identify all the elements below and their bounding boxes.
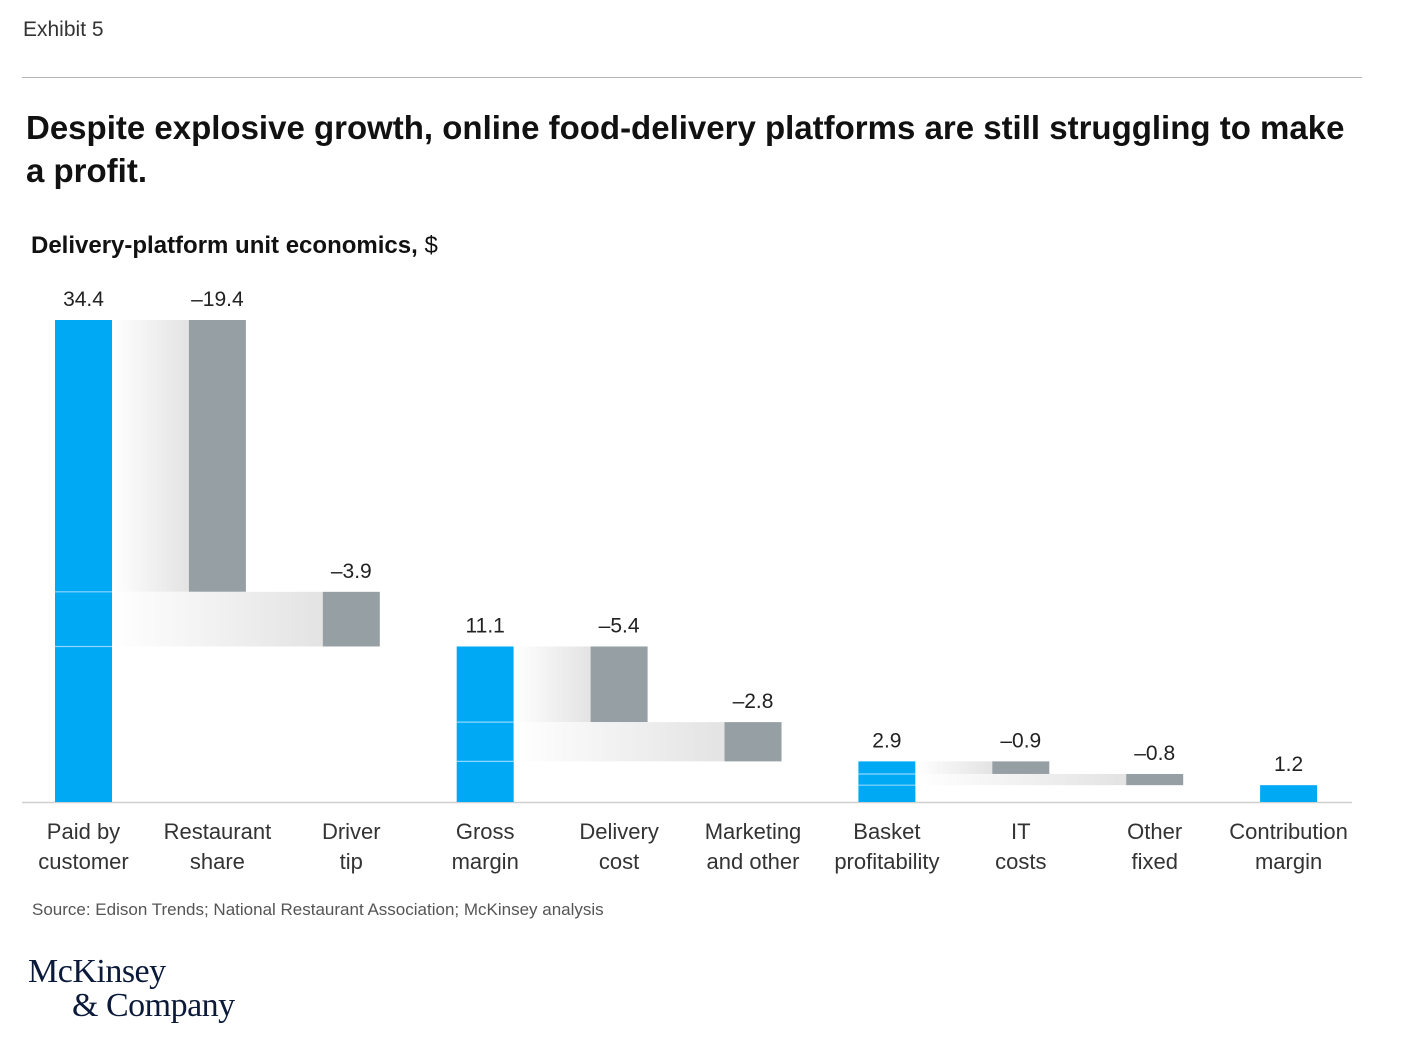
- value-label: –2.8: [733, 690, 774, 713]
- category-label: Marketing: [705, 819, 802, 844]
- value-label: 1.2: [1274, 753, 1303, 776]
- category-label: Delivery: [579, 819, 658, 844]
- category-label: Gross: [456, 819, 515, 844]
- category-label: fixed: [1131, 849, 1177, 874]
- value-label: –5.4: [599, 614, 640, 637]
- category-label: margin: [452, 849, 519, 874]
- category-label: Restaurant: [164, 819, 272, 844]
- divider: [22, 77, 1362, 78]
- value-label: –3.9: [331, 560, 372, 583]
- category-label: Driver: [322, 819, 381, 844]
- bar-total: [1260, 785, 1318, 802]
- connector: [513, 646, 591, 723]
- bar-decrement: [322, 591, 380, 647]
- category-label: Other: [1127, 819, 1182, 844]
- logo-line-1: McKinsey: [28, 953, 166, 990]
- category-label: share: [190, 849, 245, 874]
- value-label: 34.4: [63, 288, 104, 311]
- category-label: cost: [599, 849, 639, 874]
- source-note: Source: Edison Trends; National Restaura…: [32, 900, 604, 919]
- bar-total: [858, 761, 916, 802]
- category-label: profitability: [834, 849, 939, 874]
- connector: [915, 761, 993, 774]
- exhibit-label: Exhibit 5: [23, 18, 104, 41]
- value-label: –0.8: [1134, 742, 1175, 765]
- chart-title-text: Delivery-platform unit economics,: [31, 232, 418, 259]
- connector: [112, 320, 189, 592]
- bar-decrement: [590, 646, 648, 723]
- connector: [915, 773, 1127, 786]
- category-label: Paid by: [47, 819, 120, 844]
- category-label: tip: [340, 849, 363, 874]
- category-label: and other: [707, 849, 800, 874]
- mckinsey-logo: McKinsey & Company: [28, 955, 235, 1023]
- page-title: Despite explosive growth, online food-de…: [26, 109, 1345, 189]
- logo-line-2: & Company: [72, 987, 235, 1024]
- bar-decrement: [724, 722, 782, 762]
- value-label: –19.4: [191, 288, 244, 311]
- bar-total: [456, 646, 514, 802]
- chart-title: Delivery-platform unit economics, $: [31, 232, 438, 260]
- bar-decrement: [1126, 773, 1184, 786]
- category-label: IT: [1011, 819, 1031, 844]
- category-label: Basket: [853, 819, 920, 844]
- connector: [513, 722, 725, 762]
- bar-decrement: [992, 761, 1050, 774]
- value-label: 2.9: [872, 729, 901, 752]
- connector: [112, 591, 323, 647]
- category-label: costs: [995, 849, 1046, 874]
- value-label: –0.9: [1000, 729, 1041, 752]
- bar-decrement: [188, 320, 246, 592]
- category-label: Contribution: [1229, 819, 1348, 844]
- bar-total: [55, 320, 112, 802]
- chart-unit: $: [424, 232, 438, 259]
- category-label: customer: [38, 849, 128, 874]
- value-label: 11.1: [466, 614, 505, 637]
- category-label: margin: [1255, 849, 1322, 874]
